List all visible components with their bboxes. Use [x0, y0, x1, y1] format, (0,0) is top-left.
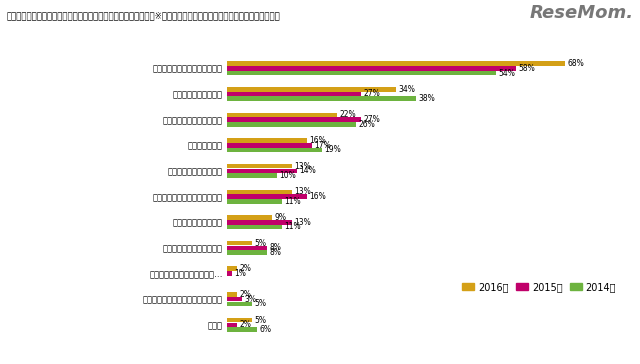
Bar	[227, 327, 257, 332]
Text: 68%: 68%	[568, 59, 584, 68]
Text: 2%: 2%	[239, 264, 252, 273]
Bar	[227, 250, 267, 255]
Bar	[227, 199, 282, 203]
Text: 11%: 11%	[284, 197, 301, 206]
Text: 17%: 17%	[314, 141, 331, 150]
Bar	[227, 92, 362, 96]
Text: 16%: 16%	[309, 192, 326, 201]
Bar	[227, 112, 337, 117]
Bar	[227, 169, 297, 173]
Bar	[227, 225, 282, 229]
Bar	[227, 271, 232, 276]
Bar	[227, 302, 252, 306]
Text: 10%: 10%	[280, 171, 296, 180]
Text: 8%: 8%	[269, 244, 282, 252]
Bar	[227, 61, 565, 66]
Bar	[227, 241, 252, 245]
Text: 14%: 14%	[300, 166, 316, 175]
Text: 13%: 13%	[294, 187, 311, 196]
Text: 16%: 16%	[309, 136, 326, 145]
Text: 19%: 19%	[324, 146, 341, 154]
Bar	[227, 66, 516, 71]
Text: 5%: 5%	[255, 239, 266, 248]
Bar	[227, 318, 252, 323]
Bar	[227, 138, 307, 143]
Bar	[227, 143, 312, 147]
Text: 6%: 6%	[259, 325, 271, 334]
Text: 27%: 27%	[364, 115, 381, 124]
Bar	[227, 96, 416, 101]
Bar	[227, 215, 272, 220]
Bar	[227, 173, 277, 178]
Text: ReseMom.: ReseMom.	[529, 4, 634, 21]
Bar	[227, 148, 322, 152]
Text: 27%: 27%	[364, 90, 381, 98]
Bar	[227, 87, 396, 91]
Text: 8%: 8%	[269, 248, 282, 257]
Text: 13%: 13%	[294, 162, 311, 171]
Text: 2%: 2%	[239, 290, 252, 299]
Bar	[227, 190, 292, 194]
Bar	[227, 246, 267, 250]
Bar	[227, 117, 362, 122]
Bar	[227, 292, 237, 297]
Bar	[227, 71, 496, 75]
Legend: 2016年, 2015年, 2014年: 2016年, 2015年, 2014年	[458, 278, 620, 296]
Text: 5%: 5%	[255, 300, 266, 308]
Text: 5%: 5%	[255, 316, 266, 325]
Text: 9%: 9%	[275, 213, 287, 222]
Bar	[227, 122, 356, 127]
Text: 54%: 54%	[498, 68, 515, 78]
Text: 58%: 58%	[518, 64, 535, 73]
Text: 38%: 38%	[419, 94, 435, 103]
Text: 1%: 1%	[235, 269, 246, 278]
Text: 34%: 34%	[399, 85, 415, 94]
Bar	[227, 266, 237, 271]
Text: 3%: 3%	[244, 295, 257, 304]
Text: 11%: 11%	[284, 222, 301, 232]
Text: 13%: 13%	[294, 218, 311, 227]
Bar	[227, 164, 292, 169]
Text: 【今回の留学を検討するにあたり、影響を受けたと感じること】※回答項目をあげた中から複数選択（上位３つまで）: 【今回の留学を検討するにあたり、影響を受けたと感じること】※回答項目をあげた中か…	[6, 11, 280, 20]
Text: 22%: 22%	[339, 110, 356, 119]
Bar	[227, 220, 292, 225]
Bar	[227, 297, 242, 301]
Text: 26%: 26%	[359, 120, 376, 129]
Bar	[227, 323, 237, 327]
Text: 2%: 2%	[239, 320, 252, 329]
Bar	[227, 194, 307, 199]
